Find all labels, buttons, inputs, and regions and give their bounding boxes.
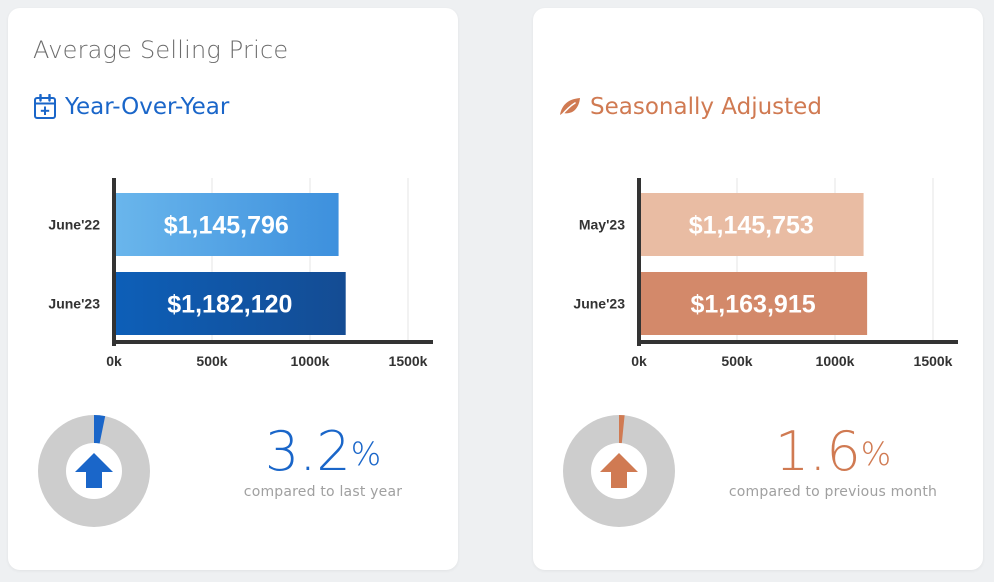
category-label: May'23: [579, 217, 625, 233]
change-block: 1.6% compared to previous month: [708, 420, 958, 500]
change-value: 3.2: [264, 420, 351, 483]
percent-sign: %: [860, 435, 892, 473]
calendar-plus-icon: [33, 94, 57, 120]
seasonally-adjusted-card: Seasonally Adjusted $1,145,753 May'23 $1,1…: [533, 8, 983, 570]
category-label: June'22: [48, 217, 100, 233]
change-value: 1.6: [774, 420, 861, 483]
x-tick-label: 1500k: [914, 353, 953, 369]
subhead-label: Year-Over-Year: [65, 94, 230, 120]
change-caption: compared to last year: [243, 484, 403, 500]
bar: [639, 193, 864, 256]
bar: [639, 272, 868, 335]
change-percent: 3.2%: [208, 420, 438, 484]
card-title: Average Selling Price: [33, 36, 289, 64]
change-percent: 1.6%: [708, 420, 958, 484]
change-donut: [563, 415, 675, 527]
change-donut: [38, 415, 150, 527]
arrow-up-icon: [75, 453, 113, 488]
sa-subhead: Seasonally Adjusted: [558, 94, 822, 120]
x-tick-label: 0k: [106, 353, 122, 369]
category-label: June'23: [573, 296, 625, 312]
change-caption: compared to previous month: [728, 484, 938, 500]
subhead-label: Seasonally Adjusted: [590, 94, 822, 120]
arrow-up-icon: [600, 453, 638, 488]
percent-sign: %: [350, 435, 382, 473]
x-tick-label: 1000k: [816, 353, 855, 369]
yoy-subhead: Year-Over-Year: [33, 94, 229, 120]
bar: [114, 272, 346, 335]
bar-value-label: $1,163,915: [691, 291, 816, 319]
yoy-card: Average Selling Price Year-Over-Year $1,…: [8, 8, 458, 570]
x-tick-label: 500k: [196, 353, 227, 369]
price-bar-chart: $1,145,753 May'23 $1,163,915 June'23 0k 500k 1…: [573, 178, 958, 369]
x-tick-label: 1500k: [389, 353, 428, 369]
change-block: 3.2% compared to last year: [208, 420, 438, 500]
bar-value-label: $1,145,753: [689, 212, 814, 240]
bar: [114, 193, 339, 256]
category-label: June'23: [48, 296, 100, 312]
leaf-icon: [558, 96, 582, 118]
x-tick-label: 1000k: [291, 353, 330, 369]
bar-value-label: $1,182,120: [167, 291, 292, 319]
x-tick-label: 0k: [631, 353, 647, 369]
x-tick-label: 500k: [721, 353, 752, 369]
price-bar-chart: $1,145,796 June'22 $1,182,120 June'23 0k 500k…: [48, 178, 433, 369]
bar-value-label: $1,145,796: [164, 212, 289, 240]
